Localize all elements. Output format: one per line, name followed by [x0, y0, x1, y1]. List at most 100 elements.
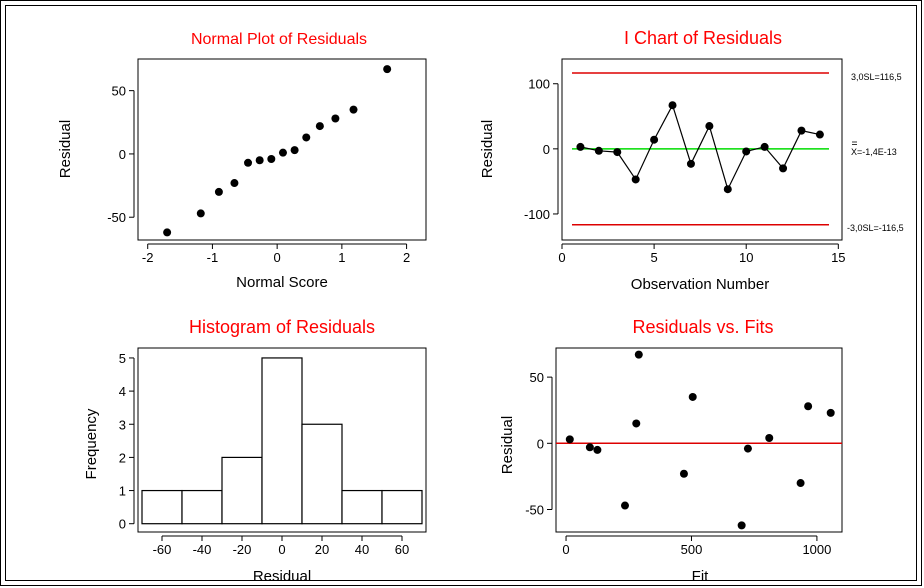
data-point — [650, 135, 659, 144]
y-tick-label: 50 — [112, 84, 126, 99]
data-point — [613, 148, 622, 157]
data-point — [742, 147, 751, 156]
data-point — [383, 65, 392, 74]
chart-title: Normal Plot of Residuals — [191, 31, 367, 48]
data-point — [255, 156, 264, 165]
plot-area — [137, 347, 427, 533]
chart-title: I Chart of Residuals — [624, 28, 782, 48]
data-point — [214, 187, 223, 196]
x-tick-label: -1 — [207, 250, 219, 265]
data-point — [815, 130, 824, 139]
y-tick-label: -50 — [525, 502, 544, 517]
x-tick-label: 15 — [831, 250, 845, 265]
histogram-bar — [301, 423, 343, 525]
i-chart-panel: I Chart of Residuals Observation Number … — [479, 28, 904, 293]
histogram-bar — [221, 456, 263, 525]
x-axis-label: Fit — [692, 568, 709, 585]
data-point — [290, 146, 299, 155]
x-tick-label: -60 — [153, 542, 172, 557]
histogram-bar — [381, 489, 423, 525]
x-tick-label: 1 — [338, 250, 345, 265]
histogram-bar — [341, 489, 383, 525]
data-point — [688, 392, 697, 401]
x-tick-label: 0 — [274, 250, 281, 265]
data-point — [779, 164, 788, 173]
y-tick-label: -50 — [107, 210, 126, 225]
data-point — [278, 148, 287, 157]
data-point — [634, 350, 643, 359]
x-axis-label: Normal Score — [236, 274, 328, 291]
y-axis-label: Residual — [499, 416, 516, 474]
data-point — [765, 434, 774, 443]
data-point — [565, 435, 574, 444]
series-line — [580, 103, 821, 191]
figure-inner-border — [5, 5, 917, 581]
y-tick-label: 0 — [119, 517, 126, 532]
data-point — [196, 209, 205, 218]
data-point — [349, 105, 358, 114]
y-axis-label: Frequency — [83, 408, 100, 479]
y-axis-label: Residual — [57, 120, 74, 178]
y-axis-label: Residual — [479, 120, 496, 178]
x-tick-label: 500 — [681, 542, 703, 557]
plot-area — [555, 347, 843, 533]
x-tick-label: 0 — [278, 542, 285, 557]
y-tick-label: 100 — [528, 77, 550, 92]
x-tick-label: 5 — [650, 250, 657, 265]
normal-plot-panel: Normal Plot of Residuals Normal Score Re… — [57, 31, 427, 291]
data-point — [826, 408, 835, 417]
y-tick-label: 1 — [119, 484, 126, 499]
residuals-vs-fits-panel: Residuals vs. Fits Fit Residual 0 500 1000… — [499, 317, 843, 585]
plot-area — [137, 58, 427, 241]
data-point — [686, 159, 695, 168]
data-point — [620, 501, 629, 510]
y-tick-label: 0 — [537, 436, 544, 451]
histogram-panel: Histogram of Residuals Residual Frequenc… — [83, 317, 427, 585]
data-point — [668, 101, 677, 110]
x-tick-label: 0 — [562, 542, 569, 557]
x-tick-label: -2 — [142, 250, 154, 265]
data-point — [705, 122, 714, 131]
y-tick-label: 5 — [119, 351, 126, 366]
data-point — [594, 146, 603, 155]
x-tick-label: -40 — [193, 542, 212, 557]
y-tick-label: 2 — [119, 450, 126, 465]
x-tick-label: 2 — [403, 250, 410, 265]
chart-title: Residuals vs. Fits — [632, 317, 773, 337]
data-point — [743, 444, 752, 453]
data-point — [631, 175, 640, 184]
y-tick-label: 0 — [543, 142, 550, 157]
plot-area — [561, 58, 843, 241]
data-point — [760, 142, 769, 151]
y-tick-label: 0 — [119, 147, 126, 162]
data-point — [267, 154, 276, 163]
data-point — [737, 521, 746, 530]
data-point — [163, 228, 172, 237]
data-point — [679, 469, 688, 478]
x-tick-label: 0 — [558, 250, 565, 265]
data-point — [796, 479, 805, 488]
data-point — [632, 419, 641, 428]
data-point — [302, 133, 311, 142]
x-tick-label: 60 — [395, 542, 409, 557]
data-point — [585, 443, 594, 452]
histogram-bar — [141, 489, 183, 525]
data-point — [331, 114, 340, 123]
x-tick-label: 1000 — [802, 542, 831, 557]
x-tick-label: 20 — [315, 542, 329, 557]
y-tick-label: 50 — [530, 370, 544, 385]
data-point — [244, 158, 253, 167]
data-point — [593, 445, 602, 454]
data-point — [315, 122, 324, 131]
x-tick-label: 10 — [739, 250, 753, 265]
x-tick-label: 40 — [355, 542, 369, 557]
y-tick-label: 4 — [119, 384, 126, 399]
data-point — [797, 126, 806, 135]
x-axis-label: Observation Number — [631, 276, 769, 293]
histogram-bar — [261, 357, 303, 525]
ucl-label: 3,0SL=116,5 — [851, 72, 902, 82]
center-line-label: X=-1,4E-13 — [851, 147, 897, 157]
y-tick-label: -100 — [524, 207, 550, 222]
